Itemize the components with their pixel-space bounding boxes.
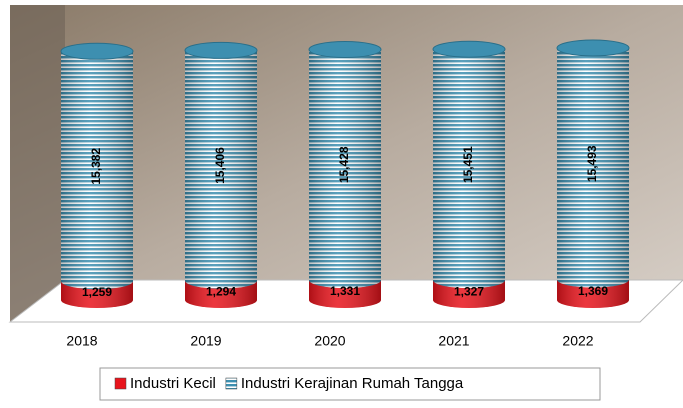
bar [557, 279, 629, 308]
cylinder-shade [433, 49, 505, 289]
cylinder-top [308, 41, 382, 59]
legend: Industri Kecil Industri Kerajinan Rumah T… [114, 375, 464, 392]
data-label: 1,294 [206, 285, 236, 299]
bar [432, 40, 506, 289]
data-label: 15,493 [585, 145, 599, 182]
legend-swatch [225, 377, 238, 390]
cylinder-shade [433, 280, 505, 308]
bars [60, 39, 630, 308]
side-wall [10, 5, 65, 322]
cylinder-top [556, 39, 630, 57]
data-label: 15,451 [461, 146, 475, 183]
data-label: 1,327 [454, 284, 484, 298]
legend-label: Industri Kecil [130, 375, 216, 392]
legend-box [99, 367, 601, 401]
legend-label: Industri Kerajinan Rumah Tangga [241, 375, 464, 392]
x-tick-label: 2021 [438, 333, 469, 349]
cylinder-top [184, 41, 258, 59]
bar [433, 280, 505, 308]
data-label: 15,428 [337, 146, 351, 183]
legend-swatch [114, 377, 127, 390]
data-label: 1,369 [578, 284, 608, 298]
x-tick-label: 2022 [562, 333, 593, 349]
cylinder-top [60, 42, 134, 60]
cylinder-shade [61, 51, 133, 290]
data-label: 15,406 [213, 147, 227, 184]
cylinder-top [432, 40, 506, 58]
cylinder-shade [557, 279, 629, 308]
x-tick-label: 2020 [314, 333, 345, 349]
data-label: 15,382 [89, 148, 103, 185]
cylinder-shade [309, 49, 381, 289]
bar [556, 39, 630, 288]
cylinder-shade [185, 50, 257, 289]
bar [308, 41, 382, 289]
bar [60, 42, 134, 290]
bar [309, 280, 381, 308]
x-tick-label: 2019 [190, 333, 221, 349]
bar [184, 41, 258, 289]
data-label: 1,259 [82, 285, 112, 299]
x-tick-label: 2018 [66, 333, 97, 349]
cylinder-shade [309, 280, 381, 308]
cylinder-shade [557, 48, 629, 288]
data-label: 1,331 [330, 284, 360, 298]
